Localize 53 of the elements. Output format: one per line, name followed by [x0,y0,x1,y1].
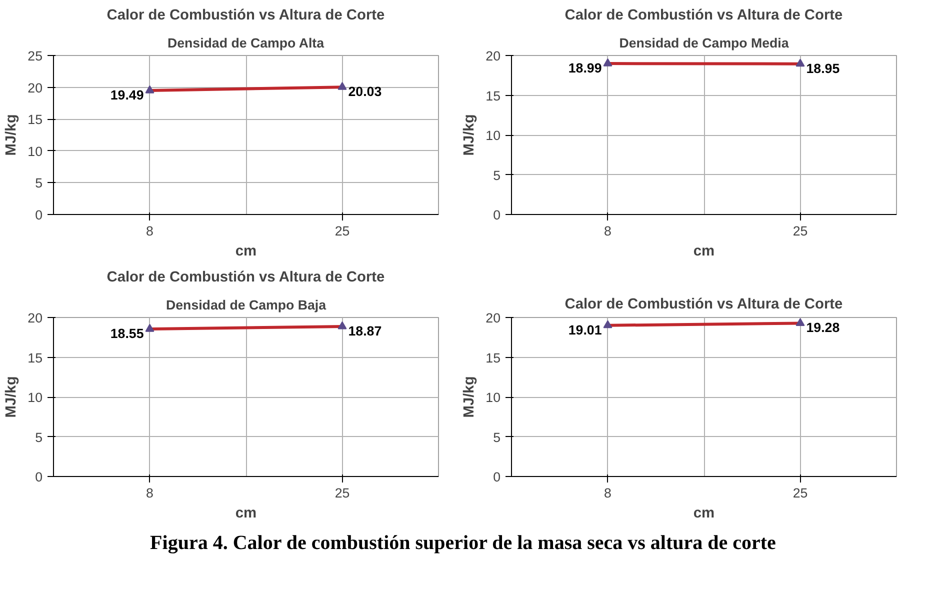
x-axis-title: cm [235,506,257,522]
y-tick-label: 20 [28,80,43,96]
chart-title: Calor de Combustión vs Altura de Corte [564,8,843,24]
y-tick-label: 0 [35,470,43,484]
y-tick-label: 10 [486,390,501,405]
x-tick-label: 25 [334,224,350,238]
y-axis-title: MJ/kg [4,376,20,418]
y-tick-label: 20 [486,310,501,326]
chart-subtitle: Densidad de Campo Alta [168,36,325,50]
data-label: 19.28 [806,320,840,336]
x-tick-label: 25 [334,486,350,500]
y-tick-label: 15 [28,112,43,128]
y-tick-label: 5 [35,430,43,445]
y-tick-label: 0 [35,208,43,222]
chart-subtitle: Densidad de Campo Baja [166,298,327,312]
data-label: 18.99 [568,60,602,76]
y-tick-label: 5 [493,430,501,445]
y-tick-label: 0 [493,470,501,484]
y-tick-label: 10 [486,128,501,143]
chart-subtitle: Densidad de Campo Media [619,36,790,50]
y-tick-label: 15 [28,350,43,366]
x-axis-title: cm [693,244,715,260]
data-label: 19.01 [568,322,602,338]
data-label: 18.87 [348,323,382,338]
y-tick-label: 5 [35,176,43,191]
x-tick-label: 8 [604,486,612,500]
y-tick-label: 20 [28,310,43,326]
y-tick-label: 15 [486,350,501,366]
x-tick-label: 8 [146,486,154,500]
y-axis-title: MJ/kg [462,376,478,418]
y-tick-label: 10 [28,390,43,405]
x-axis-title: cm [693,506,715,522]
y-tick-label: 15 [486,88,501,104]
chart-title: Calor de Combustión vs Altura de Corte [564,296,843,312]
data-label: 18.95 [806,60,840,76]
y-axis-title: MJ/kg [4,114,20,156]
data-label: 18.55 [110,326,144,342]
data-label: 19.49 [110,88,144,103]
y-axis-title: MJ/kg [462,114,478,156]
x-tick-label: 25 [792,486,808,500]
y-tick-label: 0 [493,208,501,222]
chart-title: Calor de Combustión vs Altura de Corte [106,8,385,24]
y-tick-label: 5 [493,168,501,183]
x-tick-label: 25 [792,224,808,238]
y-tick-label: 25 [28,48,43,64]
text: Figura 4. Calor de combustión superior de la masa seca vs altura de corte [150,531,776,556]
data-label: 20.03 [348,84,382,100]
x-tick-label: 8 [604,224,612,238]
x-axis-title: cm [235,244,257,260]
y-tick-label: 20 [486,48,501,64]
y-tick-label: 10 [28,144,43,159]
x-tick-label: 8 [146,224,154,238]
chart-title: Calor de Combustión vs Altura de Corte [106,270,385,286]
